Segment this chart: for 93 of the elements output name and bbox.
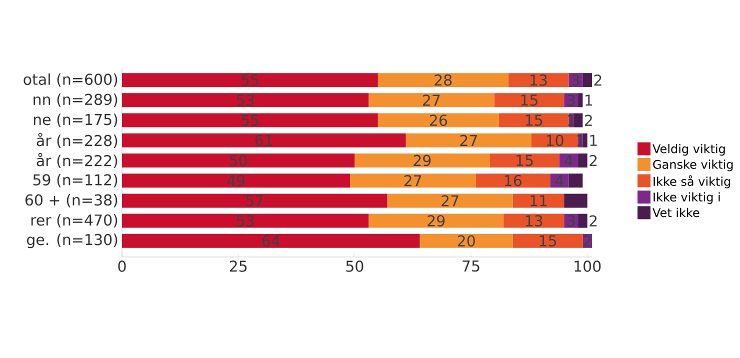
y-tick-label: ge. (n=130) bbox=[27, 234, 118, 248]
bar bbox=[406, 133, 532, 148]
bar bbox=[387, 194, 513, 208]
data-label: 50 bbox=[230, 154, 247, 166]
data-label: 64 bbox=[262, 235, 280, 247]
data-label: 2 bbox=[584, 114, 592, 126]
bar bbox=[368, 93, 494, 108]
data-label: 2 bbox=[590, 154, 597, 166]
bar bbox=[568, 174, 583, 188]
data-label: 20 bbox=[458, 235, 475, 247]
bar bbox=[476, 174, 550, 188]
bar bbox=[564, 194, 588, 208]
data-label: 3 bbox=[567, 94, 575, 106]
data-label: 2 bbox=[594, 74, 602, 86]
data-label: 13 bbox=[530, 74, 547, 86]
bar bbox=[122, 113, 378, 128]
data-label: 4 bbox=[564, 155, 573, 166]
data-label: 53 bbox=[236, 94, 254, 106]
y-tick-label: rer (n=470) bbox=[31, 214, 118, 228]
data-label: 29 bbox=[414, 154, 431, 166]
data-label: 53 bbox=[236, 215, 254, 226]
bar bbox=[350, 174, 476, 188]
bar bbox=[122, 194, 388, 208]
data-label: 3 bbox=[572, 74, 580, 86]
y-tick-label: 59 (n=112) bbox=[33, 174, 118, 188]
legend-label: Ganske viktig bbox=[653, 160, 733, 172]
data-label: 29 bbox=[428, 215, 445, 226]
bar bbox=[368, 214, 504, 228]
y-tick-label: år (n=228) bbox=[36, 132, 118, 148]
legend-label: Ikke viktig i bbox=[654, 192, 720, 204]
bar bbox=[532, 133, 578, 148]
bar bbox=[578, 214, 588, 228]
legend-label: Vet ikke bbox=[652, 208, 700, 218]
bar bbox=[122, 93, 369, 108]
data-label: 2 bbox=[590, 215, 597, 226]
data-label: 28 bbox=[434, 74, 452, 86]
data-label: 13 bbox=[526, 215, 542, 226]
bar bbox=[508, 73, 569, 88]
data-label: 3 bbox=[567, 215, 575, 226]
data-label: 55 bbox=[242, 74, 258, 86]
bar bbox=[512, 194, 564, 208]
data-label: 15 bbox=[521, 94, 538, 106]
x-tick-label: 75 bbox=[462, 260, 480, 272]
bar bbox=[582, 73, 592, 88]
data-label: 61 bbox=[255, 134, 272, 146]
bar bbox=[578, 153, 588, 168]
bar bbox=[122, 133, 406, 148]
data-label: 27 bbox=[442, 195, 458, 206]
bar bbox=[122, 73, 378, 88]
bar bbox=[378, 73, 508, 88]
data-label: 57 bbox=[246, 195, 263, 206]
y-tick-label: ne (n=175) bbox=[34, 114, 118, 127]
y-tick-label: nn (n=289) bbox=[34, 94, 118, 107]
data-label: 1 bbox=[586, 94, 592, 106]
bar bbox=[122, 153, 355, 168]
y-tick-label: 60 + (n=38) bbox=[25, 194, 118, 208]
data-label: 15 bbox=[526, 114, 542, 126]
data-label: 49 bbox=[227, 174, 244, 186]
data-label: 27 bbox=[423, 94, 440, 106]
legend-label: Veldig viktig bbox=[652, 144, 725, 156]
bar bbox=[378, 113, 499, 128]
bar bbox=[490, 153, 560, 168]
x-tick-label: 25 bbox=[230, 260, 247, 272]
x-tick-label: 50 bbox=[346, 260, 364, 272]
data-label: 16 bbox=[504, 174, 522, 186]
bar bbox=[504, 214, 564, 228]
data-label: 4 bbox=[555, 175, 564, 186]
bar bbox=[582, 133, 588, 148]
bar bbox=[354, 153, 490, 168]
bar bbox=[578, 93, 583, 108]
data-label: 1 bbox=[590, 134, 597, 146]
data-label: 27 bbox=[460, 134, 477, 146]
data-label: 55 bbox=[242, 114, 258, 126]
data-label: 27 bbox=[404, 175, 422, 186]
data-label: 11 bbox=[530, 195, 547, 206]
data-label: 15 bbox=[540, 235, 556, 246]
bar bbox=[494, 93, 564, 108]
x-tick-label: 0 bbox=[118, 260, 126, 272]
bar bbox=[122, 234, 420, 248]
bar bbox=[420, 234, 513, 248]
bar bbox=[122, 174, 350, 188]
legend-label: Ikke så viktig bbox=[654, 175, 730, 188]
data-label: 10 bbox=[546, 134, 564, 146]
bar bbox=[573, 113, 583, 128]
y-tick-label: otal (n=600) bbox=[24, 73, 118, 87]
x-tick-label: 100 bbox=[574, 260, 601, 272]
data-label: 2 bbox=[584, 235, 591, 246]
bar bbox=[122, 214, 369, 228]
y-tick-label: år (n=222) bbox=[36, 152, 118, 168]
data-label: 15 bbox=[516, 154, 533, 166]
bar bbox=[498, 113, 569, 128]
bar bbox=[512, 234, 583, 248]
data-label: 26 bbox=[430, 114, 448, 126]
